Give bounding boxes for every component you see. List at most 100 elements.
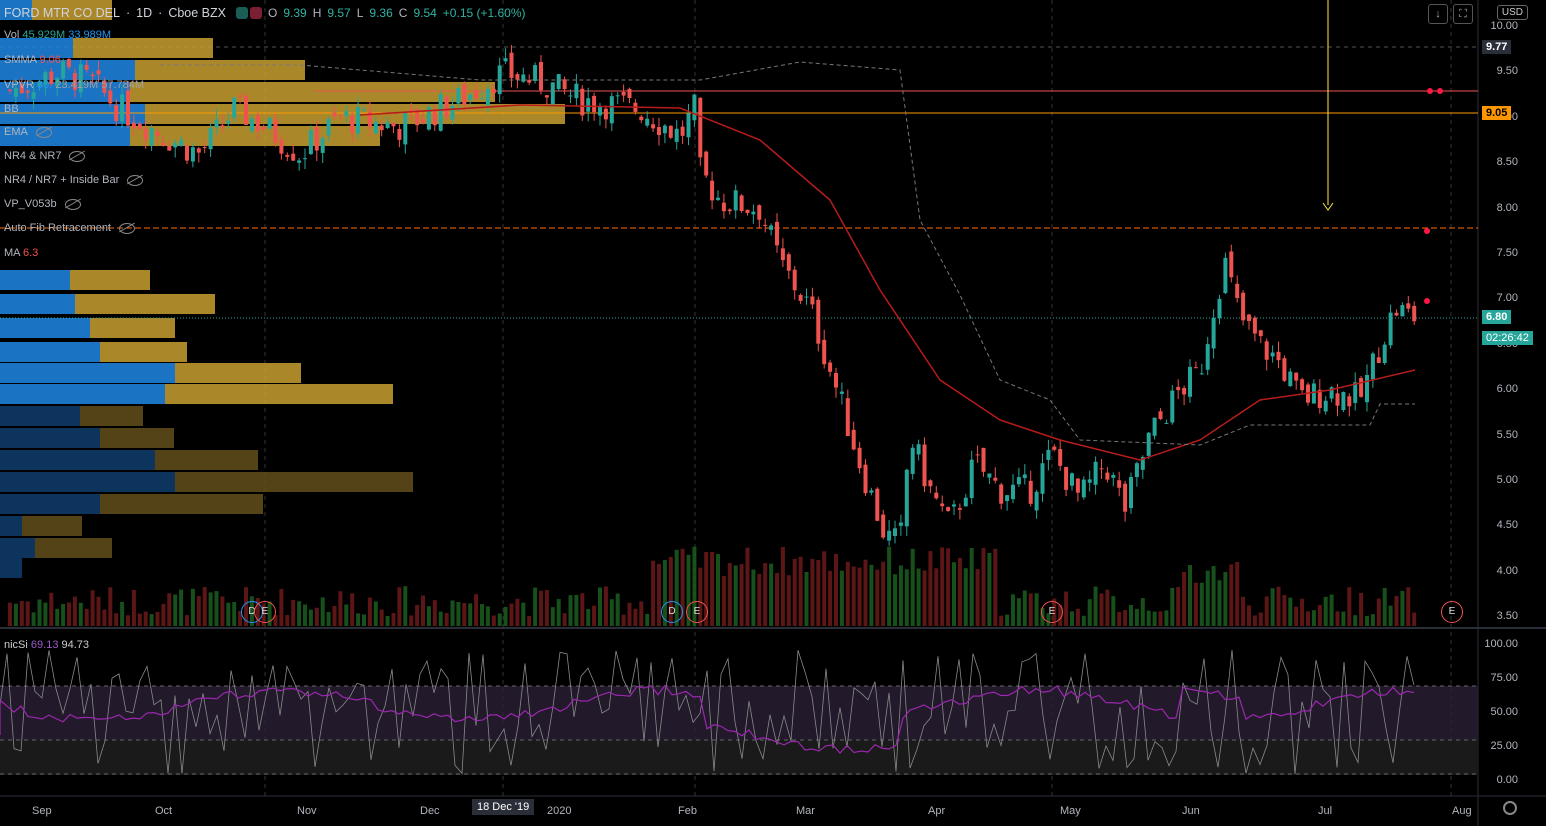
volume-bar: [887, 546, 892, 626]
candle-body: [668, 125, 673, 138]
volume-bar: [120, 601, 125, 626]
hidden-eye-icon[interactable]: [127, 174, 144, 186]
candle-body: [155, 131, 160, 137]
candle-body: [544, 95, 549, 98]
interval[interactable]: 1D: [136, 6, 153, 20]
volume-bar: [845, 561, 850, 626]
candle-body: [922, 444, 927, 487]
earnings-event-icon[interactable]: E: [254, 601, 276, 623]
hidden-eye-icon[interactable]: [69, 150, 86, 162]
candle-body: [314, 126, 319, 151]
candle-body: [1123, 483, 1128, 512]
volume-profile-bar: [75, 294, 215, 314]
volume-bar: [1376, 598, 1381, 626]
indicator-nr4-nr7[interactable]: NR4 & NR7: [4, 150, 86, 162]
volume-bar: [444, 612, 449, 626]
candle-body: [857, 447, 862, 469]
oscillator-fast-line: [0, 649, 1415, 775]
fullscreen-icon[interactable]: ⛶: [1453, 4, 1473, 24]
volume-bar: [108, 587, 113, 626]
volume-bar: [1022, 590, 1027, 626]
indicator-ema[interactable]: EMA: [4, 126, 52, 138]
indicator-vp[interactable]: VP_V053b: [4, 198, 81, 210]
settings-gear-icon[interactable]: [1503, 801, 1517, 815]
volume-bar: [344, 604, 349, 626]
volume-bar: [1146, 610, 1151, 626]
candle-body: [1129, 477, 1133, 509]
arrow-down-icon[interactable]: ↓: [1428, 4, 1448, 24]
hidden-eye-icon[interactable]: [119, 222, 135, 234]
price-axis-label: 6.00: [1496, 383, 1518, 396]
candle-body: [373, 121, 378, 134]
currency-label[interactable]: USD: [1496, 5, 1528, 20]
volume-bar: [1235, 562, 1240, 626]
indicator-vpvr[interactable]: VPVR 30. 23.419M 57.784M: [4, 79, 145, 91]
candle-body: [1382, 344, 1387, 364]
volume-bar: [574, 594, 579, 626]
candle-body: [362, 109, 366, 111]
volume-profile-bar: [0, 450, 155, 470]
candle-body: [763, 224, 768, 226]
earnings-event-icon[interactable]: E: [686, 601, 708, 623]
indicator-auto-fib[interactable]: Auto Fib Retracement: [4, 222, 135, 234]
volume-bar: [721, 575, 726, 626]
candle-body: [78, 64, 83, 93]
vp-step-line: [160, 61, 1415, 446]
alert-dot: [1437, 88, 1443, 94]
volume-bar: [1075, 608, 1080, 626]
volume-bar: [550, 607, 555, 626]
volume-bar: [78, 602, 83, 626]
candle-body: [1034, 491, 1039, 511]
alert-dot: [1427, 88, 1433, 94]
oscillator-legend[interactable]: nicSi 69.13 94.73: [4, 639, 90, 651]
price-axis-label: 5.50: [1496, 428, 1518, 441]
volume-bar: [397, 587, 402, 626]
volume-bar: [1140, 598, 1145, 626]
volume-bar: [674, 549, 679, 626]
candle-body: [1158, 411, 1163, 419]
candle-body: [102, 80, 107, 93]
volume-profile-bar: [100, 428, 174, 448]
volume-bar: [893, 574, 897, 626]
candle-body: [1370, 353, 1375, 380]
earnings-event-icon[interactable]: E: [1441, 601, 1463, 623]
symbol-name[interactable]: FORD MTR CO DEL: [4, 6, 120, 20]
oscillator-axis-label: 50.00: [1490, 706, 1518, 718]
candle-body: [822, 339, 827, 365]
candle-body: [444, 96, 449, 117]
volume-bar: [1258, 612, 1263, 626]
candle-body: [828, 362, 833, 372]
candle-body: [137, 123, 142, 130]
time-axis-label: Sep: [32, 805, 52, 817]
indicator-vol[interactable]: Vol 45.929M 33.989M: [4, 29, 112, 41]
candle-body: [1040, 463, 1045, 494]
crosshair-date-tag: 18 Dec '19: [472, 799, 535, 815]
candle-body: [1011, 484, 1015, 500]
hidden-eye-icon[interactable]: [64, 198, 81, 210]
candle-body: [415, 109, 420, 126]
volume-bar: [851, 566, 856, 626]
volume-bar: [173, 594, 178, 626]
volume-bar: [1359, 592, 1364, 626]
indicator-nr4-nr7-inside[interactable]: NR4 / NR7 + Inside Bar: [4, 174, 144, 186]
hidden-eye-icon[interactable]: [35, 126, 52, 138]
indicator-smma[interactable]: SMMA 9.06: [4, 54, 61, 66]
earnings-event-icon[interactable]: E: [1041, 601, 1063, 623]
volume-bar: [904, 569, 909, 626]
volume-bar: [1105, 589, 1110, 626]
volume-bar: [521, 602, 526, 626]
candle-body: [1087, 479, 1092, 483]
candle-body: [727, 209, 732, 212]
volume-bar: [680, 548, 685, 626]
volume-bar: [839, 570, 844, 626]
indicator-bb[interactable]: BB: [4, 103, 19, 115]
volume-bar: [161, 603, 166, 626]
compare-toggle-icon[interactable]: [235, 7, 262, 19]
candle-body: [592, 95, 597, 113]
dividend-event-icon[interactable]: D: [661, 601, 683, 623]
volume-bar: [1294, 606, 1299, 626]
volume-profile-bar: [0, 472, 175, 492]
volume-profile-bar: [22, 516, 82, 536]
indicator-ma[interactable]: MA 6.3: [4, 247, 39, 259]
